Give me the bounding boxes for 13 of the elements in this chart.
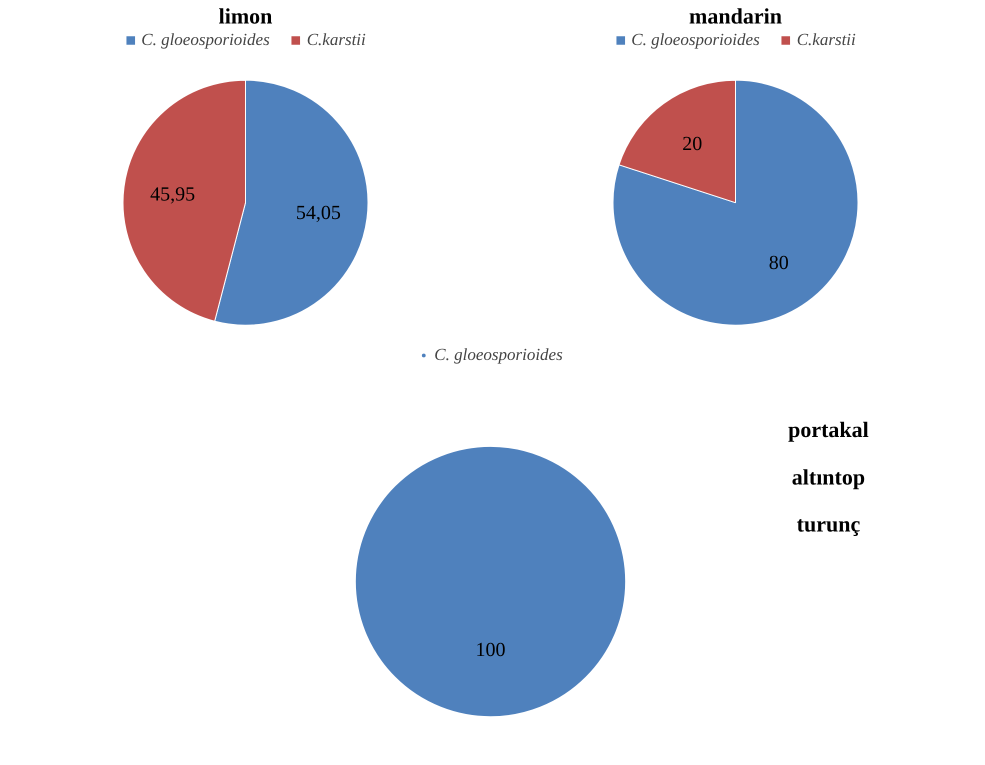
legend-label: C. gloeosporioides — [631, 30, 760, 50]
data-label: 54,05 — [296, 202, 341, 224]
legend-label: C. gloeosporioides — [434, 345, 563, 365]
legend-label: C.karstii — [796, 30, 856, 50]
chart-title: limon — [218, 3, 272, 28]
data-label: 100 — [476, 639, 506, 662]
legend-label: C. gloeosporioides — [141, 30, 270, 50]
data-label: 20 — [682, 133, 702, 156]
legend-label: C.karstii — [306, 30, 366, 50]
chart-title: mandarin — [689, 3, 782, 28]
text: portakal altıntop turunç — [788, 416, 869, 537]
data-label: 45,95 — [150, 183, 196, 206]
data-label: 80 — [768, 252, 789, 274]
